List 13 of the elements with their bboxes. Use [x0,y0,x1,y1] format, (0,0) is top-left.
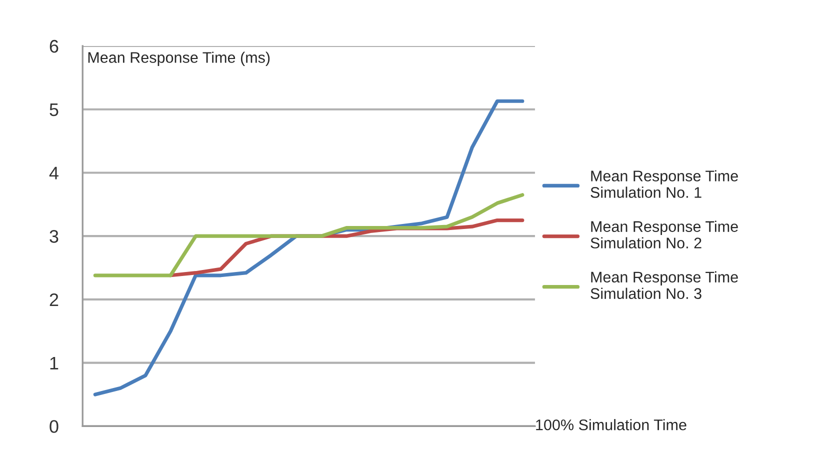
legend-label: Mean Response Time Simulation No. 3 [590,271,738,299]
y-tick-label: 0 [50,420,58,433]
y-tick-label: 5 [50,103,58,116]
y-tick-label: 1 [50,356,58,370]
y-tick-label: 3 [50,230,58,243]
y-tick-label: 4 [49,166,58,180]
y-axis-title: Mean Response Time (ms) [88,52,270,66]
y-tick-label: 2 [50,293,58,306]
legend-label: Mean Response Time Simulation No. 1 [590,170,738,198]
legend-label: Mean Response Time Simulation No. 2 [590,220,738,248]
y-tick-label: 6 [50,40,58,53]
x-axis-title: 100% Simulation Time [536,419,686,430]
line-series [93,193,524,278]
